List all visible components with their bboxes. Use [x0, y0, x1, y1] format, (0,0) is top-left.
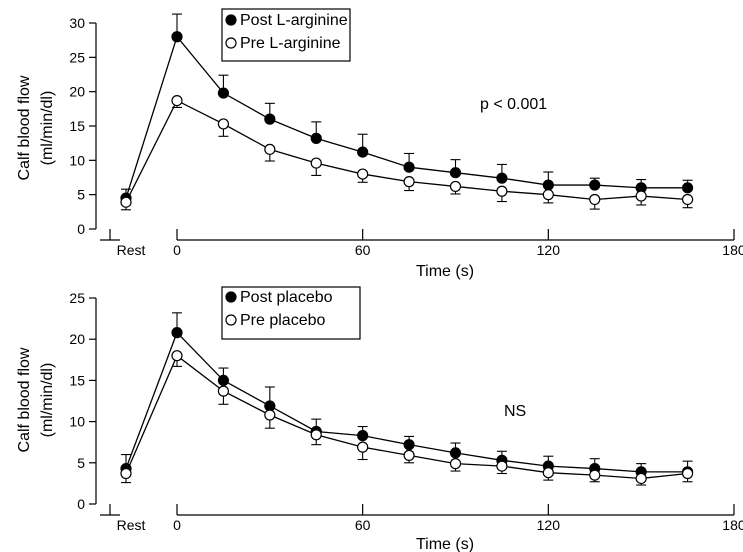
chart1-annotation: p < 0.001 [480, 96, 547, 113]
chart1-series-2-point [217, 118, 230, 130]
chart1-y-tick-label: 20 [69, 84, 85, 100]
chart2-x-tick-label: 60 [355, 517, 371, 533]
chart2-series-2-point [403, 449, 415, 461]
chart1-x-tick-label: 120 [537, 242, 561, 258]
chart2-series-1-point [403, 439, 415, 451]
chart1-series-2-point [120, 196, 132, 208]
chart1-y-axis-title: Calf blood flow [16, 75, 33, 180]
chart2-legend-marker [225, 291, 237, 303]
chart2-annotation: NS [504, 403, 526, 420]
chart2-x-tick-label: 180 [722, 517, 743, 533]
chart1-y-tick-label: 5 [77, 187, 85, 203]
chart1-series-1-point [171, 31, 183, 43]
chart1-series-2-point [681, 193, 694, 206]
chart1-x-tick-label: 60 [355, 242, 371, 258]
chart2-series-2-point [310, 429, 322, 441]
chart1-series-1-point [589, 179, 601, 191]
chart2-series-2-point [449, 458, 462, 470]
chart2-series-2-point [217, 385, 230, 397]
chart2-series-2-point [171, 350, 183, 362]
chart2-legend-box [221, 286, 361, 340]
chart1-series-2-point [496, 185, 508, 197]
chart2-series-2-point [589, 469, 601, 481]
chart2-series-2-point [120, 467, 132, 480]
chart1-series-2-point [357, 168, 369, 180]
chart1-y-tick-label: 0 [77, 221, 85, 237]
chart1-y-tick-label: 15 [69, 118, 85, 134]
chart1-series-2-point [264, 143, 276, 155]
chart1-series-2-point [403, 176, 415, 188]
chart1-series-2-point [171, 94, 183, 107]
chart1-series-1-point [357, 146, 369, 158]
chart1-series-1-point [496, 172, 508, 184]
chart1-series-1-point [310, 132, 322, 144]
chart2-y-axis-title: (ml/min/dl) [39, 363, 56, 438]
chart1-y-tick-label: 30 [69, 15, 85, 31]
chart1-legend-label: Pre L-arginine [240, 35, 341, 52]
chart1-series-2-line [125, 99, 688, 203]
chart2-y-tick-label: 5 [77, 455, 85, 471]
chart1-y-tick-label: 10 [69, 152, 85, 168]
chart1-legend-box [221, 8, 351, 62]
chart1-series-2-point [589, 193, 601, 206]
chart1-y-tick-label: 25 [69, 49, 85, 65]
chart2-y-axis-title: Calf blood flow [16, 347, 33, 452]
chart1-series-1-point [403, 161, 415, 173]
chart1-series-1-point [681, 182, 694, 194]
chart2-x-tick-label: Rest [117, 517, 146, 533]
chart2-x-axis-title: Time (s) [416, 536, 474, 552]
chart1-series-1-point [449, 167, 462, 179]
chart1-series-2-point [542, 189, 554, 201]
chart2-series-1-point [449, 447, 462, 459]
chart2-y-tick-label: 20 [69, 331, 85, 347]
chart1-x-axis-title: Time (s) [416, 263, 474, 280]
chart2-series-1-point [357, 430, 369, 442]
chart2-series-2-point [542, 467, 554, 479]
chart2-y-tick-label: 25 [69, 290, 85, 306]
chart1-series-1-point [264, 113, 276, 125]
chart2-legend-label: Pre placebo [240, 312, 325, 329]
chart1-x-tick-label: 0 [173, 242, 181, 258]
chart2-legend-marker [225, 314, 237, 326]
chart2-series-2-point [496, 460, 508, 472]
chart2-x-tick-label: 120 [537, 517, 561, 533]
chart2-series-1-point [171, 327, 183, 339]
chart1-series-1-point [217, 87, 230, 99]
chart2-y-tick-label: 15 [69, 372, 85, 388]
chart2-series-2-point [357, 441, 369, 453]
chart1-series-2-point [635, 190, 647, 202]
chart2-y-tick-label: 10 [69, 414, 85, 430]
chart1-x-tick-label: 180 [722, 242, 743, 258]
chart1-y-axis-title: (ml/min/dl) [39, 91, 56, 166]
chart2-series-2-point [681, 467, 694, 480]
chart1-x-tick-label: Rest [117, 242, 146, 258]
chart2-x-tick-label: 0 [173, 517, 181, 533]
chart1-series-2-point [449, 180, 462, 193]
chart2-legend-label: Post placebo [240, 289, 333, 306]
chart2-series-2-point [264, 409, 276, 421]
chart1-legend-marker [225, 37, 237, 49]
chart1-legend-label: Post L-arginine [240, 12, 348, 29]
chart2-y-tick-label: 0 [77, 496, 85, 512]
chart1-legend-marker [225, 14, 237, 26]
chart1-series-1-point [542, 179, 554, 191]
chart2-series-2-point [635, 472, 647, 485]
chart1-series-2-point [310, 157, 322, 169]
chart2-series-1-point [217, 374, 230, 386]
